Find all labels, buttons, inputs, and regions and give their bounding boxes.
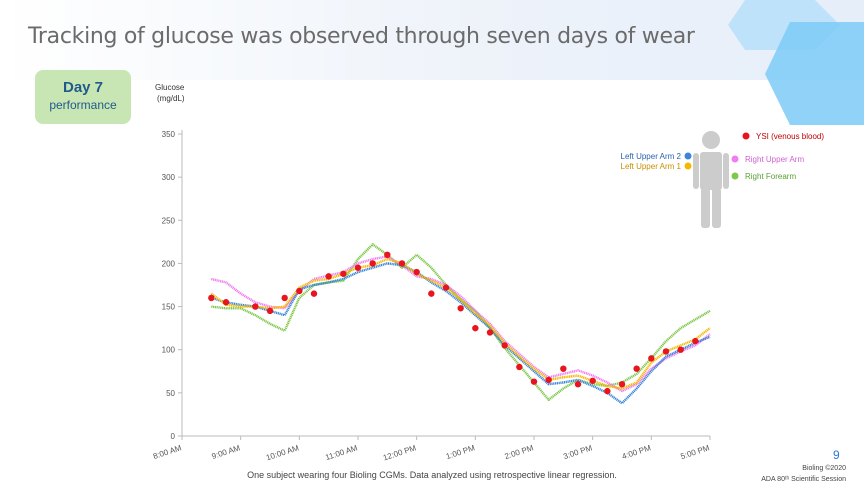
- footnote: One subject wearing four Bioling CGMs. D…: [247, 470, 617, 480]
- y-tick-label: 0: [171, 432, 176, 441]
- ysi-point: [252, 303, 259, 310]
- ysi-point: [325, 273, 332, 280]
- x-tick-label: 1:00 PM: [445, 443, 476, 461]
- ysi-point: [266, 307, 274, 315]
- copyright: Bioling ©2020: [802, 465, 846, 472]
- series-line-left-upper-arm-2: [210, 262, 711, 405]
- ysi-point: [604, 387, 611, 395]
- page-number: 9: [833, 448, 840, 462]
- day-badge-title: Day 7: [62, 79, 104, 96]
- ysi-point: [296, 287, 303, 295]
- ysi-point: [589, 377, 596, 384]
- ysi-point: [354, 264, 362, 271]
- legend-label-right-forearm: Right Forearm: [745, 172, 796, 181]
- hexagon-mid: [765, 22, 864, 125]
- legend-label-left-upper-arm-1: Left Upper Arm 1: [621, 162, 682, 171]
- legend-label-right-upper-arm: Right Upper Arm: [745, 155, 804, 164]
- ysi-point: [340, 270, 347, 277]
- ysi-point: [413, 268, 420, 276]
- y-tick-label: 350: [162, 130, 176, 139]
- ysi-point: [545, 376, 552, 384]
- x-tick-label: 12:00 PM: [382, 443, 418, 462]
- y-tick-label: 200: [162, 259, 176, 268]
- glucose-chart: Glucose (mg/dL) 0 50 100 150 200 250 300 350 8:0…: [152, 83, 824, 462]
- x-tick-label: 4:00 PM: [621, 443, 652, 461]
- x-tick-label: 11:00 AM: [324, 443, 359, 462]
- day-badge-subtitle: performance: [49, 98, 117, 112]
- legend-marker-ysi-venous-blood: [742, 132, 750, 140]
- ysi-point: [281, 294, 288, 302]
- legend-label-ysi-venous-blood: YSI (venous blood): [756, 132, 824, 141]
- y-tick-label: 250: [162, 216, 176, 225]
- legend-marker-left-upper-arm-1: [684, 162, 692, 170]
- ysi-point: [442, 284, 450, 291]
- y-tick-label: 300: [162, 173, 176, 182]
- legend-label-left-upper-arm-2: Left Upper Arm 2: [621, 152, 682, 161]
- x-tick-label: 5:00 PM: [679, 443, 710, 461]
- ysi-point: [692, 337, 699, 345]
- day-badge: Day 7 performance: [35, 70, 131, 124]
- ysi-point: [457, 305, 464, 312]
- x-tick-label: 9:00 AM: [211, 443, 242, 461]
- human-figure-icon: [693, 131, 729, 228]
- x-tick-label: 2:00 PM: [503, 443, 534, 461]
- ysi-point: [574, 381, 582, 388]
- y-tick-label: 150: [162, 303, 176, 312]
- title-banner: [0, 0, 864, 80]
- ysi-point: [560, 365, 567, 372]
- ysi-point: [384, 251, 391, 258]
- ysi-point: [648, 355, 655, 362]
- ysi-point: [530, 378, 538, 385]
- decorative-hexagons: [728, 0, 864, 125]
- ysi-point: [472, 324, 479, 332]
- ysi-point: [677, 346, 684, 353]
- chart-series: [208, 243, 711, 405]
- series-line-left-upper-arm-1: [210, 257, 711, 390]
- x-tick-label: 8:00 AM: [152, 443, 183, 461]
- ysi-point: [428, 290, 435, 297]
- x-tick-label: 10:00 AM: [265, 443, 300, 462]
- x-tick-label: 3:00 PM: [562, 443, 593, 461]
- ysi-point: [501, 342, 508, 349]
- series-line-right-forearm: [211, 243, 711, 401]
- ysi-point: [486, 329, 494, 336]
- slide-title: Tracking of glucose was observed through…: [28, 24, 695, 49]
- ysi-point: [633, 365, 640, 372]
- y-tick-label: 100: [162, 346, 176, 355]
- ysi-point: [310, 290, 318, 297]
- ysi-point: [222, 299, 230, 306]
- ysi-point: [516, 363, 523, 371]
- y-tick-label: 50: [166, 389, 175, 398]
- legend-marker-left-upper-arm-2: [684, 152, 692, 160]
- y-axis-label-line1: Glucose: [155, 83, 185, 92]
- session-label: ADA 80ᵗʰ Scientific Session: [761, 476, 846, 483]
- ysi-point: [208, 294, 215, 302]
- y-axis-label-line2: (mg/dL): [157, 94, 185, 103]
- ysi-point: [398, 260, 406, 267]
- ysi-point: [662, 348, 670, 355]
- ysi-point: [618, 381, 626, 388]
- ysi-point: [369, 260, 376, 267]
- legend-marker-right-forearm: [731, 172, 739, 180]
- legend-marker-right-upper-arm: [731, 155, 739, 163]
